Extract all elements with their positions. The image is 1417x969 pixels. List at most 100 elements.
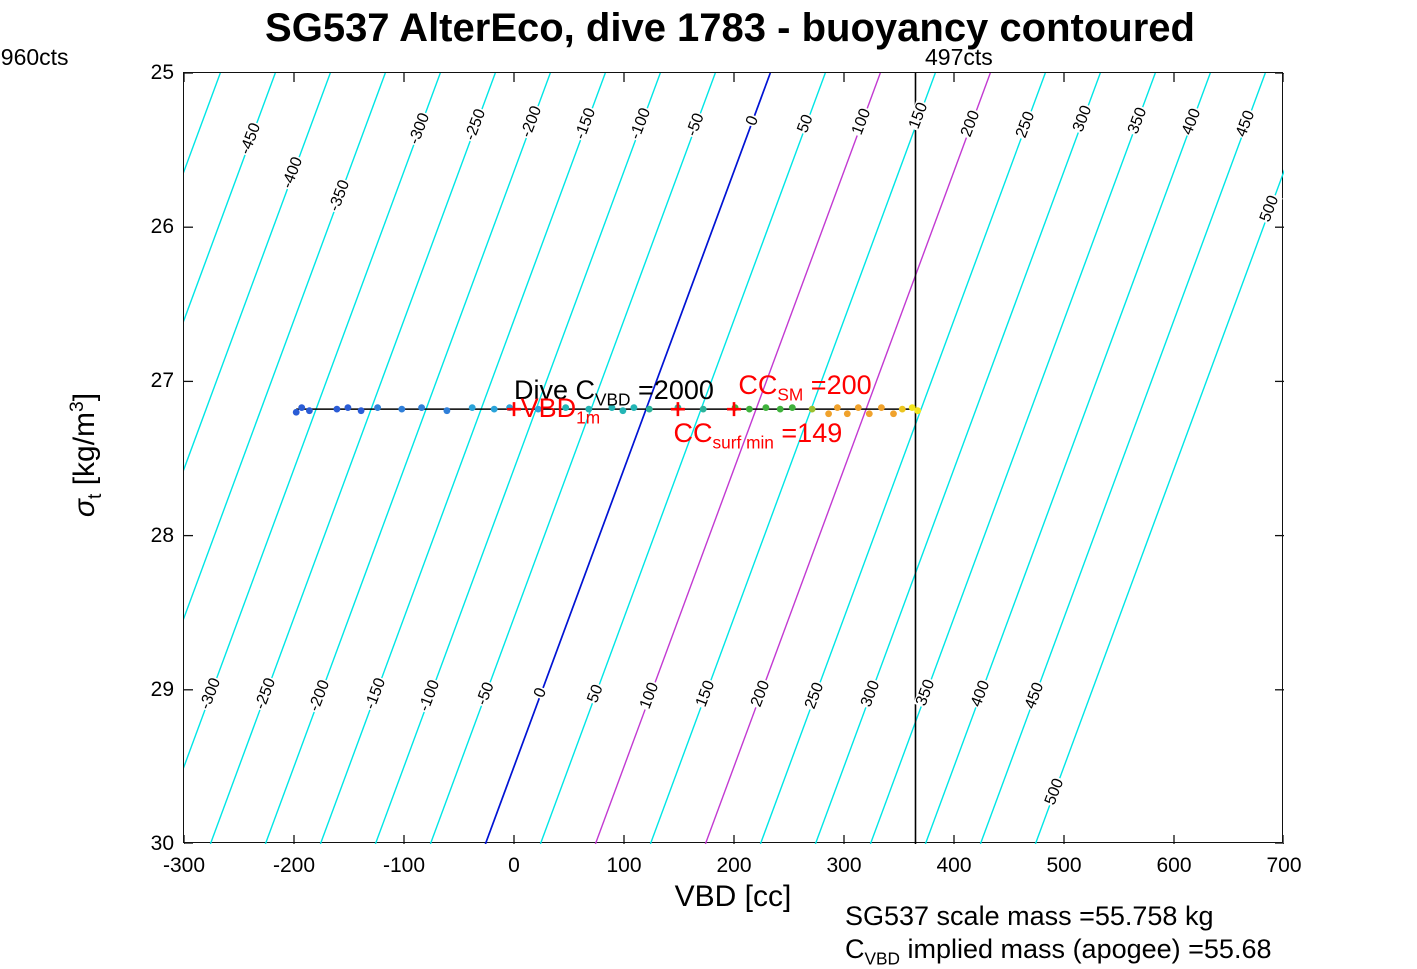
scatter-point: [914, 407, 922, 415]
contour-line: [374, 73, 661, 844]
contour-label: 350: [913, 676, 939, 710]
scatter-point: [534, 405, 542, 413]
contour-line: [539, 73, 826, 844]
scatter-point: [865, 410, 873, 418]
contour-label: -400: [279, 154, 307, 192]
plot-area: -300 -200 -100 0 100 200 300 400 500 600 700 25 26 27…: [151, 61, 1302, 877]
contour-label: 150: [692, 678, 719, 711]
contour-label: -250: [251, 675, 280, 714]
plot-overlay-layer: -300 -200 -100 0 100 200 300 400 500 600 700 25 26 27…: [151, 61, 1302, 877]
vbd-1m-label: VBD1m: [520, 392, 601, 428]
contour-label: 450: [1021, 679, 1048, 713]
implied-mass-text: CVBD implied mass (apogee) =55.68: [845, 934, 1272, 969]
contour-line: [184, 73, 276, 323]
contour-line: [594, 73, 881, 844]
scatter-point: [344, 404, 352, 412]
scatter-point: [490, 405, 498, 413]
scatter-point: [298, 404, 306, 412]
contour-line: [924, 73, 1211, 844]
contour-label: 300: [1070, 102, 1096, 136]
contour-label: -100: [627, 105, 656, 143]
scatter-point: [699, 405, 707, 413]
contour-line: [319, 73, 606, 844]
contour-label: -350: [325, 177, 354, 216]
contour-label: -100: [415, 677, 444, 715]
scatter-point: [608, 404, 616, 412]
contour-label: 50: [584, 682, 607, 707]
x-tick-label: 500: [1046, 854, 1082, 877]
x-tick-label: -200: [272, 854, 316, 877]
contour-label: -150: [572, 105, 601, 143]
scatter-point: [825, 410, 832, 418]
y-tick-label: 27: [150, 369, 174, 393]
scatter-point: [898, 405, 906, 413]
y-tick-label: 26: [150, 215, 174, 239]
contour-line: [209, 73, 496, 844]
contour-line: [184, 73, 331, 471]
x-tick-label: 200: [716, 854, 752, 877]
x-tick-label: -300: [162, 854, 206, 877]
contour-line: [264, 73, 551, 844]
contour-label: -150: [361, 675, 390, 714]
contour-line: [759, 73, 1046, 844]
scatter-point: [333, 405, 341, 413]
contour-line: [184, 73, 441, 769]
contour-line: [979, 73, 1266, 844]
contour-label: 400: [1178, 106, 1205, 139]
scatter-point: [443, 407, 451, 415]
scatter-point: [585, 405, 593, 413]
scale-mass-text: SG537 scale mass =55.758 kg: [845, 901, 1214, 931]
scatter-point: [908, 404, 916, 412]
figure-window: { "title": "SG537 AlterEco, dive 1783 - …: [0, 6, 1302, 969]
chart-title: SG537 AlterEco, dive 1783 - buoyancy con…: [265, 6, 1195, 50]
contour-label: 400: [967, 678, 994, 711]
contour-label: 450: [1233, 107, 1260, 141]
scatter-point: [776, 405, 784, 413]
contour-line: [429, 73, 716, 844]
contour-label: 250: [801, 679, 828, 713]
contour-label: -50: [683, 110, 708, 141]
contour-label: -450: [236, 120, 265, 159]
contour-label: -300: [196, 675, 225, 714]
top-left-counts-label: 3960cts: [0, 44, 69, 70]
contour-plot-svg: [184, 73, 1284, 844]
contour-label: -300: [405, 109, 434, 148]
contour-label: 100: [636, 679, 663, 713]
scatter-point: [890, 410, 897, 418]
scatter-point: [843, 410, 851, 418]
contour-label: 500: [1041, 775, 1068, 808]
dive-cvbd-label: Dive CVBD =2000: [514, 375, 714, 410]
contour-label: 300: [857, 678, 884, 711]
scatter-point: [630, 404, 638, 412]
scatter-point: [418, 404, 425, 412]
scatter-point: [619, 407, 627, 415]
contour-label: 200: [747, 678, 774, 711]
contour-label: 0: [742, 112, 763, 129]
x-tick-label: 700: [1266, 854, 1302, 877]
x-tick-label: 400: [936, 854, 972, 877]
contour-label: -50: [473, 679, 498, 710]
contour-label: 200: [958, 107, 985, 141]
scatter-point: [834, 404, 841, 412]
contour-label: 0: [531, 684, 551, 701]
y-tick-label: 25: [150, 61, 174, 84]
contour-line: [704, 73, 991, 844]
y-axis-label: σt [kg/m3]: [67, 392, 106, 518]
cc-sm-label: CCSM =200: [738, 369, 872, 404]
red-plus-marker: [727, 402, 741, 417]
scatter-point: [746, 405, 753, 413]
scatter-point: [357, 407, 365, 415]
contour-label: 350: [1124, 104, 1151, 138]
scatter-point: [292, 408, 300, 416]
contour-line: [649, 73, 936, 844]
contour-line: [814, 73, 1101, 844]
y-tick-label: 30: [150, 832, 174, 855]
scatter-point: [562, 404, 570, 412]
x-tick-label: 0: [508, 854, 520, 877]
scatter-point: [878, 404, 885, 412]
contour-label: 100: [848, 106, 875, 139]
scatter-point: [645, 405, 653, 413]
contour-label: -200: [517, 103, 546, 142]
contour-label: 500: [1256, 192, 1283, 225]
scatter-point: [788, 404, 796, 412]
